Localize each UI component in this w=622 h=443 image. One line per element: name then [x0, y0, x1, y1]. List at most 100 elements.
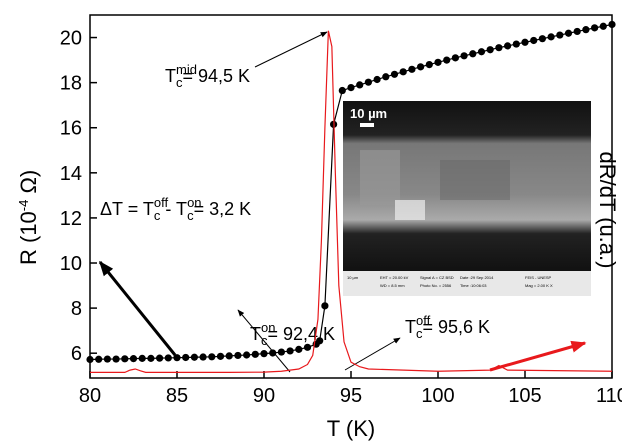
data-point [443, 56, 450, 63]
data-point [269, 349, 276, 356]
data-point [530, 37, 537, 44]
data-point [113, 355, 120, 362]
inset-texture [360, 150, 400, 205]
data-point [365, 79, 372, 86]
text-part: = 92,4 K [268, 324, 336, 344]
data-point [339, 87, 346, 94]
footer-text: 10 µm [347, 275, 359, 280]
x-tick-label: 85 [166, 385, 188, 407]
data-point [608, 21, 615, 28]
data-point [513, 40, 520, 47]
axis-arrow [100, 262, 175, 355]
x-axis-label: T (K) [327, 416, 375, 441]
data-point [156, 355, 163, 362]
data-point [574, 28, 581, 35]
data-point [356, 81, 363, 88]
footer-text: EHT = 20.00 kV [380, 275, 409, 280]
data-point [226, 352, 233, 359]
footer-text: Date :29 Sep 2014 [460, 275, 494, 280]
footer-text: Signal A = CZ BSD [420, 275, 454, 280]
x-tick-label: 110 [596, 385, 622, 407]
text-part: = 95,6 K [423, 317, 491, 337]
arrow [255, 32, 327, 67]
data-point [200, 353, 207, 360]
y-tick-label: 18 [60, 73, 82, 95]
data-point [104, 355, 111, 362]
data-point [139, 355, 146, 362]
data-point [521, 39, 528, 46]
footer-text: Photo No. = 2556 [420, 283, 452, 288]
arrow [345, 338, 400, 370]
data-point [316, 337, 323, 344]
y-tick-label: 6 [71, 343, 82, 365]
data-point [548, 33, 555, 40]
data-point [382, 73, 389, 80]
data-point [391, 71, 398, 78]
y-axis-label: R (10-4 Ω) [16, 170, 41, 265]
data-point [130, 355, 137, 362]
data-point [243, 351, 250, 358]
data-point [565, 30, 572, 37]
data-point [469, 50, 476, 57]
data-point [278, 348, 285, 355]
inset-texture [440, 160, 510, 200]
data-point [408, 66, 415, 73]
data-point [295, 346, 302, 353]
data-point [321, 302, 328, 309]
text-part: Ω) [16, 170, 41, 200]
data-point [287, 347, 294, 354]
data-point [173, 354, 180, 361]
data-point [121, 355, 128, 362]
y2-axis-label: dR/dT (u.a.) [595, 152, 620, 269]
scale-bar [360, 123, 374, 127]
x-tick-label: 100 [421, 385, 454, 407]
text-part: T [165, 66, 176, 86]
footer-text: Time :10:06:03 [460, 283, 487, 288]
data-point [147, 355, 154, 362]
y-tick-label: 12 [60, 208, 82, 230]
y-tick-label: 20 [60, 28, 82, 50]
data-point [582, 26, 589, 33]
data-point [304, 344, 311, 351]
data-point [539, 35, 546, 42]
data-point [600, 23, 607, 30]
y-tick-label: 16 [60, 118, 82, 140]
data-point [591, 24, 598, 31]
data-point [434, 59, 441, 66]
y-tick-label: 14 [60, 163, 82, 185]
text-part: - T [160, 199, 187, 219]
axis-arrow [490, 343, 585, 370]
text-part: = 3,2 K [194, 199, 252, 219]
data-point [165, 354, 172, 361]
data-point [217, 353, 224, 360]
text-part: T [250, 324, 261, 344]
data-point [208, 353, 215, 360]
data-point [182, 354, 189, 361]
x-tick-label: 90 [253, 385, 275, 407]
data-point [452, 54, 459, 61]
y-tick-label: 8 [71, 298, 82, 320]
x-tick-label: 95 [340, 385, 362, 407]
data-point [95, 356, 102, 363]
inset-image: 10 µm 10 µm EHT = 20.00 kV WD = 8.5 mm Signa… [343, 101, 591, 296]
footer-text: Mag = 2.00 K X [525, 283, 553, 288]
text-part: ΔT = T [100, 199, 154, 219]
data-point [252, 351, 259, 358]
text-part: R (10 [16, 211, 41, 265]
x-tick-label: 80 [79, 385, 101, 407]
data-point [86, 356, 93, 363]
scale-label: 10 µm [350, 106, 387, 121]
footer-text: WD = 8.5 mm [380, 283, 405, 288]
data-point [487, 46, 494, 53]
data-point [426, 61, 433, 68]
data-point [461, 52, 468, 59]
inset-texture [395, 200, 425, 220]
data-point [234, 352, 241, 359]
text-part: T [405, 317, 416, 337]
data-point [495, 44, 502, 51]
data-point [347, 84, 354, 91]
text-part: = 94,5 K [183, 66, 251, 86]
